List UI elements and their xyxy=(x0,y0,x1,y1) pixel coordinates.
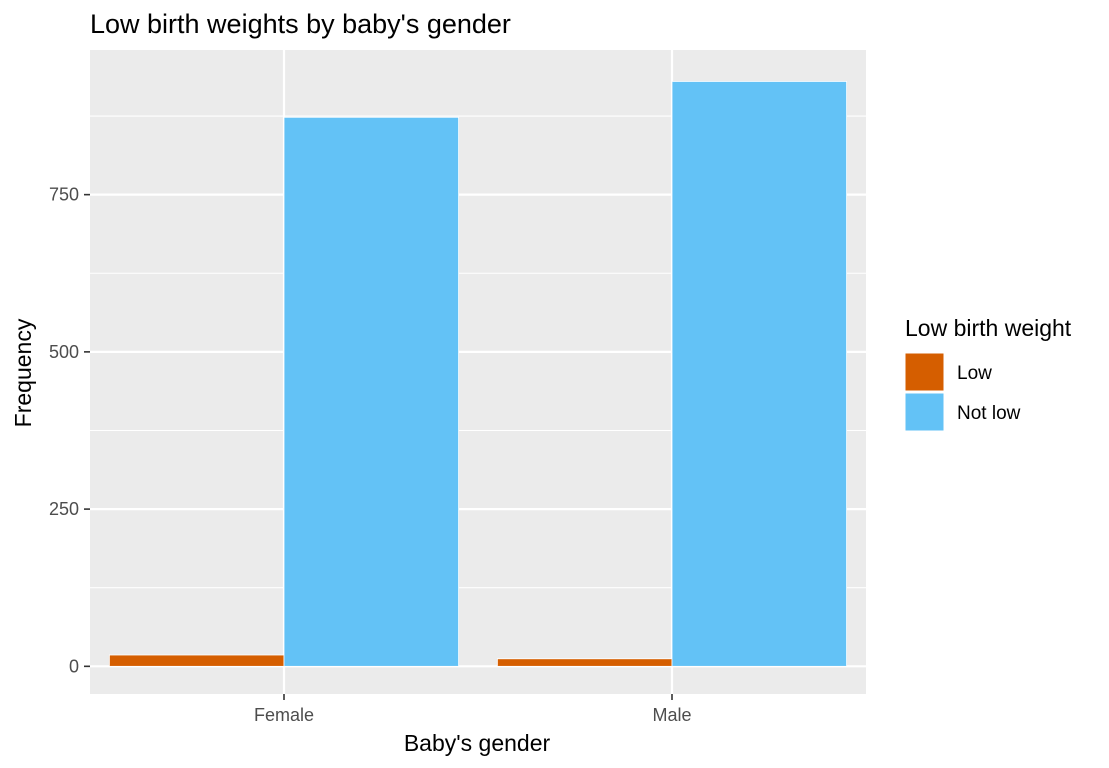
bar-female-not-low xyxy=(283,116,460,667)
y-tick-label: 250 xyxy=(49,499,79,519)
y-tick-label: 500 xyxy=(49,342,79,362)
legend-key-not-low xyxy=(904,392,945,432)
legend-label: Not low xyxy=(957,403,1021,424)
x-tick-label: Male xyxy=(652,705,691,725)
chart-title: Low birth weights by baby's gender xyxy=(90,9,511,39)
legend-label: Low xyxy=(957,363,992,384)
y-tick-label: 750 xyxy=(49,185,79,205)
bar-female-low xyxy=(109,654,285,667)
y-axis: 0 250 500 750 xyxy=(49,185,90,676)
x-tick-label: Female xyxy=(254,705,314,725)
y-tick-label: 0 xyxy=(69,656,79,676)
x-axis-title: Baby's gender xyxy=(404,730,551,756)
bars xyxy=(109,81,848,667)
legend-title: Low birth weight xyxy=(905,315,1072,341)
legend: Low birth weight Low Not low xyxy=(904,315,1072,432)
bar-male-low xyxy=(496,658,673,667)
legend-key-low xyxy=(904,352,945,392)
bar-male-not-low xyxy=(671,81,848,667)
x-axis: Female Male xyxy=(254,694,692,725)
y-axis-title: Frequency xyxy=(10,318,36,427)
